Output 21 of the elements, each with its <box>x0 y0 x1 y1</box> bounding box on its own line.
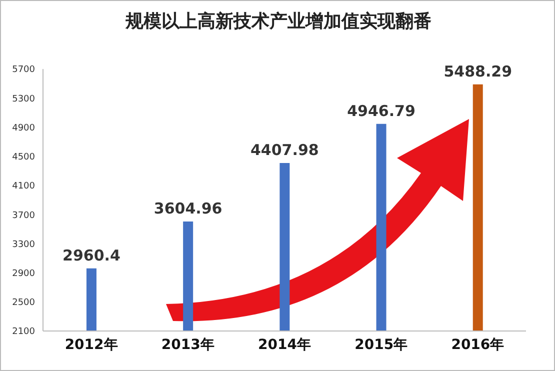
y-tick-label: 4900 <box>12 123 36 134</box>
y-tick-label: 5700 <box>12 65 36 76</box>
data-label: 4407.98 <box>250 141 319 160</box>
y-tick-label: 3300 <box>12 240 36 250</box>
data-label: 3604.96 <box>154 199 222 218</box>
data-label: 4946.79 <box>347 102 416 120</box>
y-tick-label: 5300 <box>12 94 36 104</box>
chart-title: 规模以上高新技术产业增加值实现翻番 <box>124 10 432 33</box>
x-tick-label: 2016年 <box>451 336 504 353</box>
y-tick-label: 4100 <box>12 182 36 192</box>
y-tick-label: 2500 <box>12 298 36 308</box>
x-tick-label: 2013年 <box>161 336 214 353</box>
y-tick-label: 2100 <box>12 327 36 338</box>
y-tick-label: 4500 <box>12 152 36 163</box>
x-tick-label: 2014年 <box>258 336 311 353</box>
data-label: 5488.29 <box>444 62 512 80</box>
x-tick-label: 2012年 <box>64 336 118 353</box>
x-tick-label: 2015年 <box>354 336 408 353</box>
data-label: 2960.4 <box>62 246 120 264</box>
y-tick-label: 2900 <box>12 268 36 279</box>
y-tick-label: 3700 <box>12 210 36 221</box>
